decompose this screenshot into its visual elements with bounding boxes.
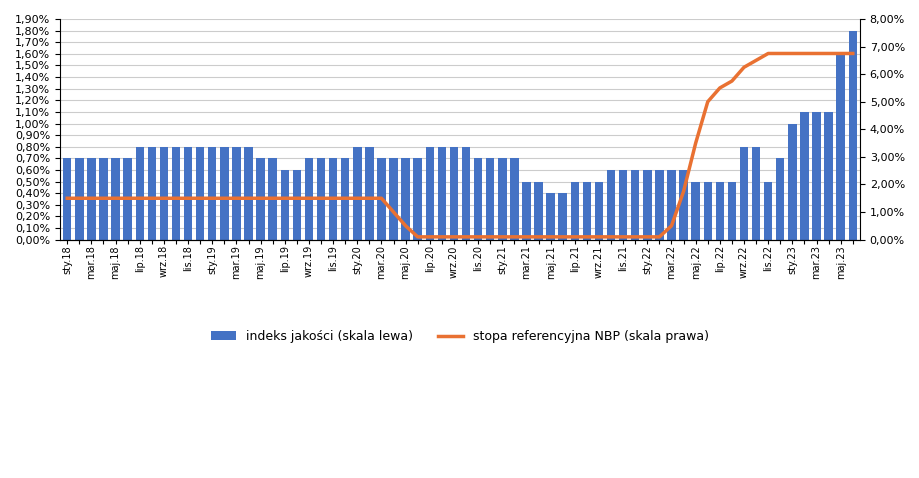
Bar <box>341 158 349 239</box>
Bar <box>304 158 312 239</box>
Bar <box>244 147 253 239</box>
Bar <box>678 170 687 239</box>
Bar <box>618 170 627 239</box>
Bar <box>582 182 591 239</box>
Bar <box>208 147 216 239</box>
Bar <box>594 182 603 239</box>
Bar <box>147 147 156 239</box>
Bar <box>365 147 373 239</box>
Bar <box>835 54 844 239</box>
Bar <box>184 147 192 239</box>
Bar <box>280 170 289 239</box>
Bar <box>546 193 554 239</box>
Bar <box>196 147 204 239</box>
Bar <box>220 147 228 239</box>
Bar <box>558 193 566 239</box>
Bar <box>232 147 241 239</box>
Bar <box>534 182 542 239</box>
Bar <box>522 182 530 239</box>
Bar <box>751 147 759 239</box>
Bar <box>642 170 651 239</box>
Bar <box>99 158 108 239</box>
Bar <box>776 158 784 239</box>
Bar <box>763 182 772 239</box>
Bar <box>328 158 337 239</box>
Bar <box>123 158 131 239</box>
Bar <box>87 158 96 239</box>
Bar <box>135 147 143 239</box>
Bar <box>715 182 723 239</box>
Bar <box>425 147 434 239</box>
Bar <box>461 147 470 239</box>
Legend: indeks jakości (skala lewa), stopa referencyjna NBP (skala prawa): indeks jakości (skala lewa), stopa refer… <box>206 325 713 348</box>
Bar <box>449 147 458 239</box>
Bar <box>497 158 506 239</box>
Bar <box>353 147 361 239</box>
Bar <box>377 158 385 239</box>
Bar <box>75 158 84 239</box>
Bar <box>268 158 277 239</box>
Bar <box>172 147 180 239</box>
Bar <box>111 158 119 239</box>
Bar <box>607 170 615 239</box>
Bar <box>292 170 301 239</box>
Bar <box>691 182 699 239</box>
Bar <box>739 147 747 239</box>
Bar <box>316 158 325 239</box>
Bar <box>570 182 578 239</box>
Bar <box>630 170 639 239</box>
Bar <box>727 182 735 239</box>
Bar <box>160 147 168 239</box>
Bar <box>666 170 675 239</box>
Bar <box>401 158 409 239</box>
Bar <box>823 112 832 239</box>
Bar <box>256 158 265 239</box>
Bar <box>437 147 446 239</box>
Bar <box>473 158 482 239</box>
Bar <box>654 170 663 239</box>
Bar <box>811 112 820 239</box>
Bar <box>703 182 711 239</box>
Bar <box>788 123 796 239</box>
Bar <box>485 158 494 239</box>
Bar <box>800 112 808 239</box>
Bar <box>62 158 72 239</box>
Bar <box>389 158 397 239</box>
Bar <box>413 158 422 239</box>
Bar <box>847 31 857 239</box>
Bar <box>510 158 518 239</box>
